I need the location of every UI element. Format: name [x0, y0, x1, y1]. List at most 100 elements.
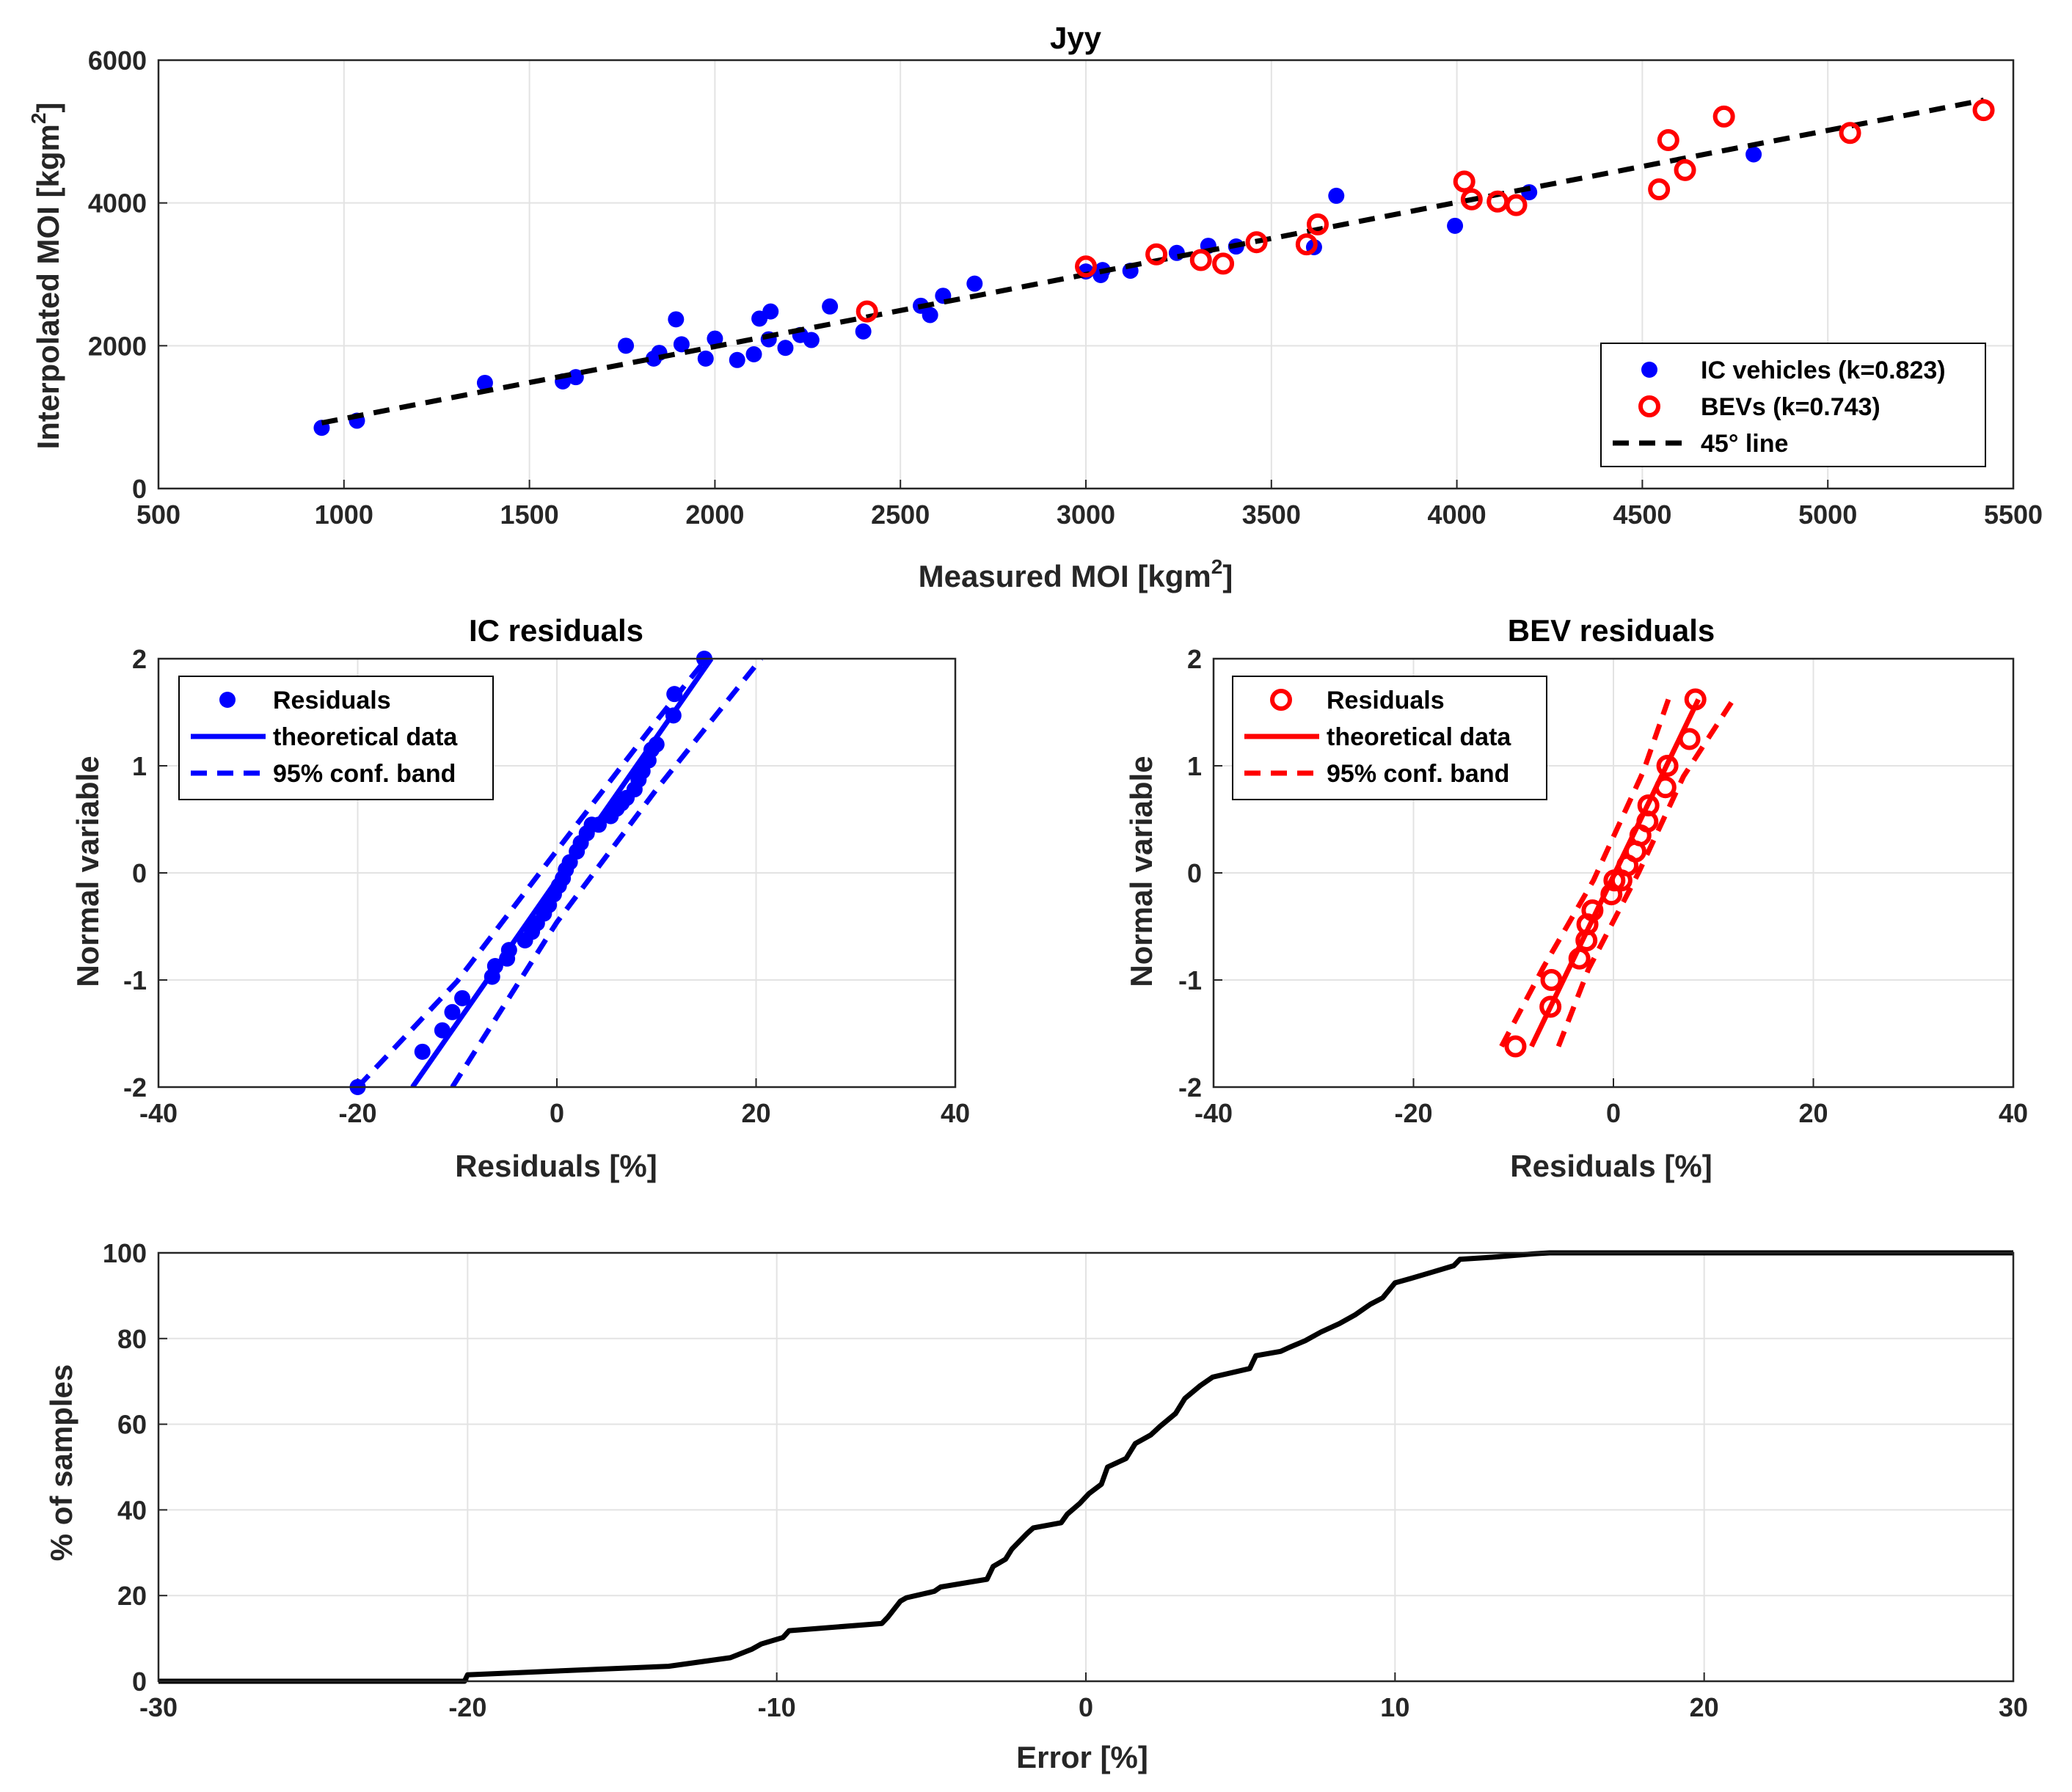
- ic-vehicle-point: [1447, 217, 1464, 234]
- bev-residual-point: [1600, 883, 1623, 906]
- bev-y-tick-label: -2: [1178, 1072, 1202, 1102]
- ic-vehicle-point: [822, 298, 839, 315]
- ic-vehicle-point: [476, 374, 493, 391]
- bev-point: [1505, 194, 1528, 216]
- ic-residual-point: [486, 958, 503, 975]
- cdf-x-tick-label: 10: [1380, 1692, 1409, 1722]
- ic-y-tick-label: 2: [132, 644, 147, 674]
- bev-x-tick-label: 20: [1798, 1098, 1828, 1128]
- bev-legend-residuals-label: Residuals: [1327, 687, 1445, 714]
- moi-y-tick-label: 6000: [88, 45, 147, 76]
- ic-legend-theoretical-label: theoretical data: [273, 723, 458, 751]
- moi-x-tick-label: 4000: [1428, 500, 1486, 530]
- bev-point: [1657, 129, 1679, 152]
- ic-x-axis-label: Residuals [%]: [455, 1149, 657, 1183]
- bev-residual-point: [1540, 969, 1563, 991]
- bev-x-tick-label: 0: [1606, 1098, 1621, 1128]
- ic-legend-band-label: 95% conf. band: [273, 760, 456, 788]
- bev-point: [1460, 188, 1483, 211]
- bev-legend-theoretical-label: theoretical data: [1327, 723, 1511, 751]
- legend-ic-marker: [1641, 362, 1657, 378]
- moi-x-tick-label: 3000: [1057, 500, 1115, 530]
- ic-vehicle-point: [668, 311, 685, 328]
- bev-residual-point: [1504, 1035, 1527, 1058]
- bev-residual-point: [1637, 794, 1660, 817]
- ic-y-tick-label: -2: [123, 1072, 147, 1102]
- legend-bev-label: BEVs (k=0.743): [1701, 393, 1881, 421]
- ic-vehicle-point: [803, 332, 820, 348]
- moi-x-tick-label: 3500: [1242, 500, 1301, 530]
- legend-ic-label: IC vehicles (k=0.823): [1701, 356, 1946, 384]
- ic-vehicle-point: [745, 346, 762, 363]
- moi-y-tick-label: 4000: [88, 189, 147, 219]
- cdf-y-tick-label: 100: [103, 1238, 147, 1268]
- bev-point: [1307, 213, 1329, 235]
- bev-y-tick-label: 0: [1187, 858, 1202, 888]
- moi-x-tick-label: 1000: [315, 500, 373, 530]
- error-cdf-panel: -30 -20 -10 0 10 20 30 0 20 40 60 80 100 Error [%] %…: [44, 1238, 2028, 1774]
- bev-point: [1145, 243, 1168, 266]
- moi-data: [313, 98, 1995, 436]
- ic-residual-point: [666, 686, 683, 703]
- bev-y-tick-label: -1: [1178, 965, 1202, 995]
- bev-point: [1674, 158, 1696, 181]
- cdf-y-tick-label: 60: [117, 1410, 147, 1440]
- bev-x-axis-label: Residuals [%]: [1510, 1149, 1712, 1183]
- ic-vehicle-point: [707, 330, 723, 347]
- figure-title: Jyy: [1050, 21, 1102, 55]
- ic-x-tick-label: -40: [139, 1098, 178, 1128]
- legend-45-line-label: 45° line: [1701, 430, 1788, 458]
- bev-point: [1295, 233, 1318, 256]
- bev-residual-point: [1568, 947, 1591, 970]
- bev-residuals-title: BEV residuals: [1508, 613, 1715, 648]
- ic-residual-point: [665, 707, 682, 724]
- ic-vehicle-point: [618, 337, 635, 354]
- ic-y-tick-label: -1: [123, 965, 147, 995]
- bev-x-tick-label: -20: [1394, 1098, 1432, 1128]
- bev-residual-point: [1581, 899, 1604, 922]
- ic-vehicle-point: [966, 275, 983, 292]
- moi-legend: IC vehicles (k=0.823) BEVs (k=0.743) 45°…: [1600, 343, 1986, 467]
- bev-conf-band-upper: [1499, 698, 1671, 1048]
- cdf-x-tick-label: -30: [139, 1692, 178, 1722]
- moi-x-tick-label: 5000: [1798, 500, 1857, 530]
- ic-vehicle-point: [1328, 187, 1345, 204]
- cdf-x-axis-label: Error [%]: [1016, 1740, 1148, 1774]
- ic-vehicle-point: [1168, 244, 1185, 261]
- bev-residual-point: [1678, 728, 1701, 750]
- bev-point: [1453, 170, 1475, 193]
- ic-vehicle-point: [762, 303, 779, 320]
- cdf-x-tick-label: 0: [1079, 1692, 1093, 1722]
- ic-x-tick-label: -20: [338, 1098, 376, 1128]
- bev-legend-band-label: 95% conf. band: [1327, 760, 1509, 788]
- moi-scatter-panel: 500 1000 1500 2000 2500 3000 3500 4000 4500 5000 5…: [27, 21, 2043, 593]
- bev-point: [1648, 178, 1671, 201]
- cdf-y-tick-label: 80: [117, 1324, 147, 1354]
- ic-axes-box: [157, 657, 957, 1089]
- bev-point: [1972, 99, 1995, 122]
- moi-axes: 500 1000 1500 2000 2500 3000 3500 4000 4500 5000 5…: [88, 45, 2043, 530]
- ic-residual-point: [648, 736, 665, 753]
- moi-axes-box: [157, 59, 2015, 490]
- ic-vehicle-point: [1745, 146, 1762, 163]
- ic-vehicle-point: [567, 369, 584, 386]
- bev-point: [1839, 122, 1861, 145]
- cdf-x-tick-label: -20: [448, 1692, 486, 1722]
- ic-residual-point: [434, 1022, 450, 1039]
- cdf-x-tick-label: 20: [1690, 1692, 1719, 1722]
- ic-x-tick-label: 0: [550, 1098, 564, 1128]
- bev-y-tick-label: 1: [1187, 751, 1202, 781]
- moi-y-tick-label: 2000: [88, 331, 147, 361]
- bev-x-tick-label: -40: [1194, 1098, 1233, 1128]
- bev-point: [1712, 105, 1735, 128]
- moi-y-tick-label: 0: [132, 474, 147, 504]
- cdf-axes: -30 -20 -10 0 10 20 30 0 20 40 60 80 100: [103, 1238, 2028, 1722]
- ic-residual-point: [500, 942, 517, 959]
- bev-point: [1075, 255, 1097, 278]
- ic-residuals-panel: -40 -20 0 20 40 -2 -1 0 1 2 IC residuals Residual…: [70, 613, 970, 1183]
- moi-x-axis-label: Measured MOI [kgm2]: [919, 555, 1233, 593]
- bev-points: [1504, 688, 1707, 1058]
- ic-vehicle-point: [777, 340, 794, 356]
- ic-legend: Residuals theoretical data 95% conf. ban…: [178, 676, 494, 800]
